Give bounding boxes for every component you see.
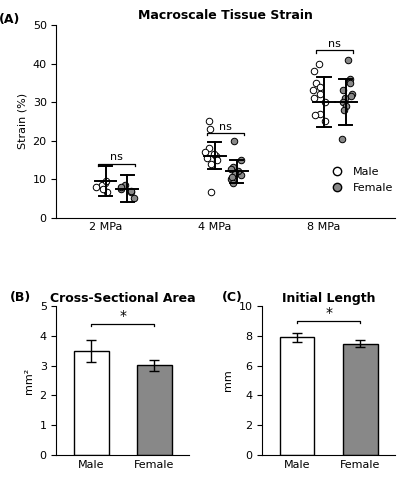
Y-axis label: mm: mm (223, 370, 233, 392)
Point (131, 194, 137, 202)
Text: ns: ns (328, 39, 341, 49)
Text: ns: ns (110, 152, 123, 162)
Point (317, 110, 324, 118)
Point (342, 94, 349, 102)
Title: Cross-Sectional Area: Cross-Sectional Area (50, 292, 195, 305)
Point (316, 60, 322, 68)
Text: *: * (325, 306, 332, 320)
Legend: Male, Female: Male, Female (326, 167, 393, 192)
Title: Initial Length: Initial Length (282, 292, 375, 305)
Point (317, 82, 323, 90)
Point (229, 173, 235, 181)
Point (339, 98, 346, 106)
Point (206, 118, 212, 126)
Point (312, 112, 318, 120)
Point (317, 90, 323, 98)
Point (343, 102, 350, 110)
Y-axis label: Strain (%): Strain (%) (17, 93, 27, 150)
Point (345, 56, 351, 64)
Point (211, 150, 218, 158)
Point (311, 67, 317, 75)
Point (322, 98, 328, 106)
Bar (137, 365, 172, 455)
Point (103, 188, 110, 196)
Point (339, 86, 346, 94)
Point (202, 148, 208, 156)
Point (310, 86, 316, 94)
Point (128, 188, 134, 196)
Point (231, 136, 237, 144)
Point (101, 179, 108, 187)
Bar (343, 344, 378, 455)
Point (93, 182, 100, 190)
Point (99, 181, 105, 189)
Point (348, 92, 355, 100)
Point (100, 184, 106, 192)
Point (232, 169, 239, 177)
Point (206, 144, 212, 152)
Point (208, 160, 214, 168)
Point (237, 156, 244, 164)
Bar (280, 338, 314, 455)
Point (118, 182, 124, 190)
Point (207, 125, 214, 133)
Point (230, 179, 236, 187)
Text: ns: ns (219, 122, 232, 132)
Point (322, 118, 328, 126)
Point (349, 90, 355, 98)
Bar (74, 351, 108, 455)
Text: (A): (A) (0, 14, 20, 26)
Point (235, 168, 242, 175)
Point (238, 171, 244, 179)
Point (313, 79, 319, 87)
Point (213, 156, 220, 164)
Point (213, 152, 219, 160)
Text: (C): (C) (222, 292, 243, 304)
Point (347, 79, 353, 87)
Point (103, 177, 110, 185)
Point (341, 106, 347, 114)
Point (228, 175, 235, 183)
Y-axis label: mm²: mm² (24, 368, 34, 394)
Point (127, 186, 134, 194)
Point (347, 75, 353, 83)
Title: Macroscale Tissue Strain: Macroscale Tissue Strain (138, 10, 313, 22)
Point (339, 134, 345, 142)
Point (204, 154, 210, 162)
Point (230, 164, 236, 172)
Point (122, 181, 128, 189)
Point (118, 184, 125, 192)
Point (310, 94, 317, 102)
Text: *: * (119, 309, 126, 323)
Point (228, 166, 235, 173)
Point (208, 188, 214, 196)
Text: (B): (B) (10, 292, 31, 304)
